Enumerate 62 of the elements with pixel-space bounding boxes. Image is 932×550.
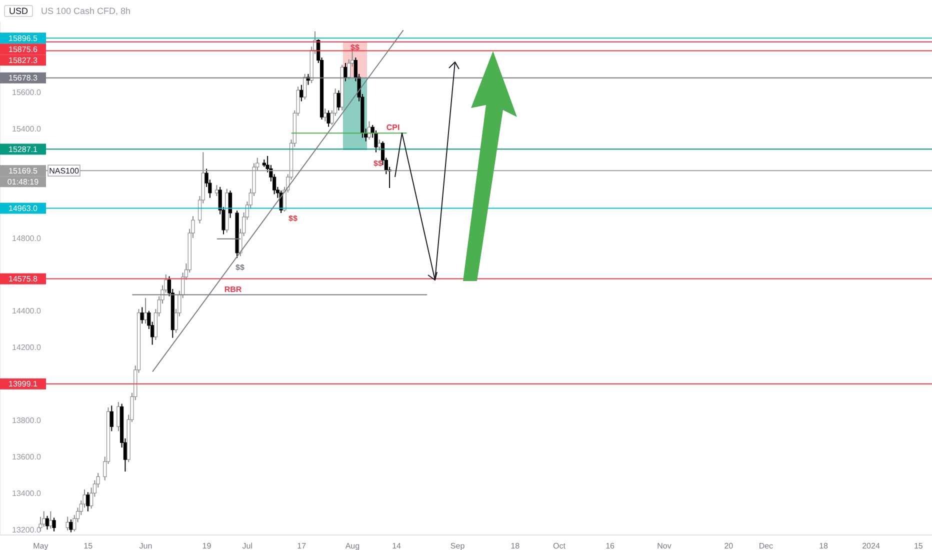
candlestick bbox=[336, 90, 341, 111]
ref-line-label: 15896.5 bbox=[8, 34, 38, 43]
annotation: 01:48:19 bbox=[7, 177, 40, 186]
candlestick bbox=[110, 405, 114, 432]
x-tick-label: 20 bbox=[724, 542, 734, 550]
y-tick-label: 13200.0 bbox=[12, 525, 42, 534]
ref-line-label: 14575.8 bbox=[8, 274, 38, 284]
y-tick-label: 13600.0 bbox=[12, 452, 42, 462]
candlestick bbox=[45, 515, 50, 530]
x-tick-label: 15 bbox=[914, 542, 924, 550]
x-tick-label: Jun bbox=[139, 542, 152, 550]
candlestick bbox=[42, 510, 46, 528]
candlestick bbox=[69, 519, 73, 533]
x-tick-label: 18 bbox=[819, 542, 829, 550]
candlestick bbox=[344, 62, 348, 82]
annotation: NAS100 bbox=[49, 166, 80, 176]
x-tick-label: 17 bbox=[297, 542, 307, 550]
x-tick-label: Nov bbox=[657, 542, 672, 550]
x-tick-label: 19 bbox=[202, 542, 212, 550]
ref-line-label: 15169.5 bbox=[8, 166, 38, 176]
ref-line-label: 15287.1 bbox=[8, 144, 38, 154]
y-tick-label: 14800.0 bbox=[12, 234, 42, 243]
candlestick bbox=[300, 84, 304, 102]
x-tick-label: Sep bbox=[450, 542, 466, 550]
annotation: $$ bbox=[236, 263, 245, 272]
x-tick-label: Jul bbox=[242, 542, 253, 550]
ref-line-label: 15875.6 bbox=[8, 44, 38, 54]
y-tick-label: 14400.0 bbox=[12, 306, 42, 316]
annotation: $$ bbox=[350, 43, 360, 52]
candlestick bbox=[86, 492, 90, 512]
x-tick-label: May bbox=[33, 542, 48, 550]
candlestick bbox=[228, 190, 232, 218]
annotation: $$ bbox=[374, 159, 383, 168]
x-tick-label: Oct bbox=[552, 542, 566, 550]
chart-title: US 100 Cash CFD, 8h bbox=[41, 6, 131, 16]
ref-line-label: 15678.3 bbox=[8, 74, 38, 83]
y-tick-label: 15600.0 bbox=[12, 88, 42, 97]
y-tick-label: 15400.0 bbox=[12, 124, 42, 134]
x-tick-label: 2024 bbox=[862, 542, 880, 550]
candlestick bbox=[144, 298, 148, 324]
x-tick-label: 16 bbox=[606, 542, 616, 550]
x-tick-label: 18 bbox=[510, 542, 520, 550]
x-tick-label: Aug bbox=[345, 542, 360, 550]
candlestick bbox=[214, 184, 219, 197]
ref-line-label: 13999.1 bbox=[8, 380, 38, 389]
annotation: CPI bbox=[386, 123, 400, 132]
annotation: $$ bbox=[288, 214, 298, 223]
x-tick-label: 15 bbox=[84, 542, 94, 550]
candlestick bbox=[116, 401, 120, 432]
ref-line-label: 14963.0 bbox=[8, 204, 38, 213]
candlestick bbox=[326, 110, 330, 128]
y-tick-label: 13400.0 bbox=[12, 488, 42, 498]
x-tick-label: 14 bbox=[392, 542, 402, 550]
candlestick bbox=[303, 73, 307, 100]
y-tick-label: 14200.0 bbox=[12, 343, 42, 352]
annotation: RBR bbox=[224, 285, 242, 294]
x-tick-label: Dec bbox=[758, 542, 774, 550]
candlestick bbox=[378, 139, 382, 151]
ref-line-label: 15827.3 bbox=[8, 56, 38, 65]
y-axis-title: USD bbox=[4, 5, 34, 17]
candlestick bbox=[52, 517, 56, 532]
y-tick-label: 13800.0 bbox=[12, 416, 42, 426]
